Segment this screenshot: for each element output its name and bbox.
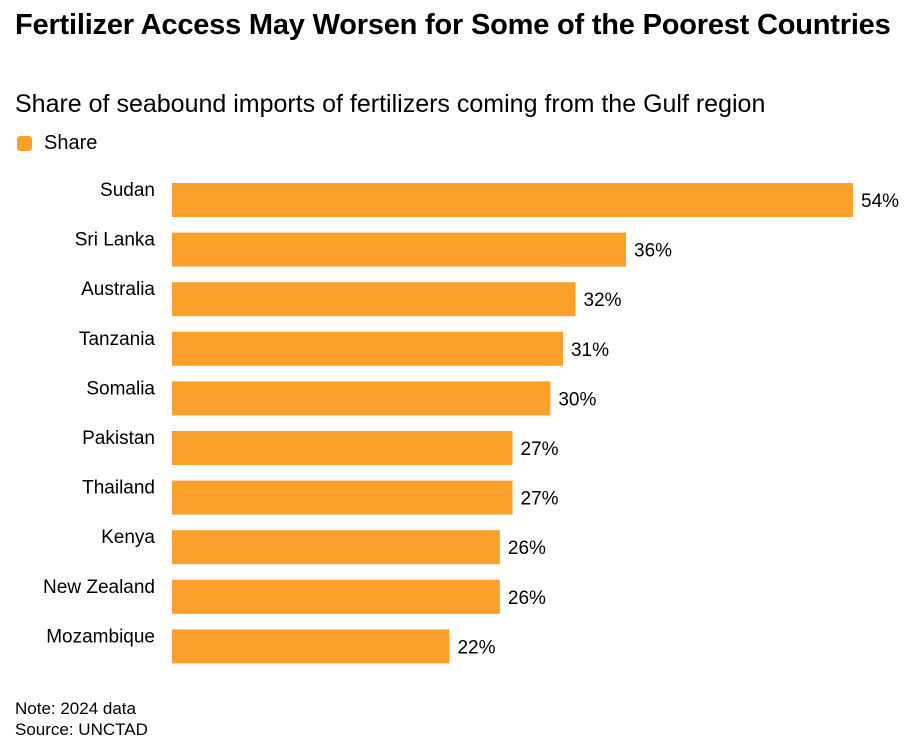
data-label: 32%: [584, 290, 622, 311]
legend-swatch: [17, 136, 32, 151]
data-label: 54%: [861, 191, 899, 212]
chart-title: Fertilizer Access May Worsen for Some of…: [15, 9, 891, 41]
category-label: Thailand: [82, 478, 155, 499]
category-label: Mozambique: [46, 626, 155, 647]
legend-label: Share: [44, 132, 98, 154]
legend: Share: [17, 132, 97, 155]
bar: [172, 183, 853, 217]
bar: [172, 629, 450, 664]
bar: [172, 282, 576, 317]
data-label: 36%: [634, 241, 672, 262]
bar: [172, 331, 563, 366]
category-label: Somalia: [86, 378, 155, 399]
bar: [172, 431, 513, 465]
bar: [172, 381, 551, 416]
source-text: Source: UNCTAD: [15, 720, 148, 739]
data-label: 31%: [571, 340, 609, 361]
bar: [172, 579, 500, 614]
category-label: Tanzania: [79, 329, 155, 350]
category-label: New Zealand: [43, 577, 155, 598]
data-label: 27%: [521, 439, 559, 460]
category-label: Sri Lanka: [75, 230, 156, 251]
footer: Note: 2024 data Source: UNCTAD: [15, 698, 148, 740]
data-label: 22%: [457, 637, 495, 658]
data-label: 27%: [521, 489, 559, 510]
category-label: Kenya: [101, 527, 155, 548]
data-label: 26%: [508, 538, 546, 559]
data-label: 26%: [508, 588, 546, 609]
category-label: Pakistan: [82, 428, 155, 449]
bar: [172, 232, 626, 267]
bar: [172, 530, 500, 565]
data-label: 30%: [558, 389, 596, 410]
note-text: Note: 2024 data: [15, 699, 136, 718]
category-label: Sudan: [100, 180, 155, 201]
chart-subtitle: Share of seabound imports of fertilizers…: [15, 90, 766, 118]
category-label: Australia: [81, 279, 155, 300]
bar-chart: Sudan 54% Sri Lanka 36% Australia 32% Tanzania…: [43, 180, 899, 664]
bar: [172, 480, 513, 515]
